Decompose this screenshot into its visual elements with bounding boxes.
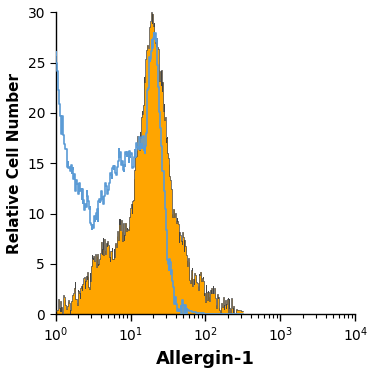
Y-axis label: Relative Cell Number: Relative Cell Number <box>7 73 22 254</box>
X-axis label: Allergin-1: Allergin-1 <box>156 350 255 368</box>
